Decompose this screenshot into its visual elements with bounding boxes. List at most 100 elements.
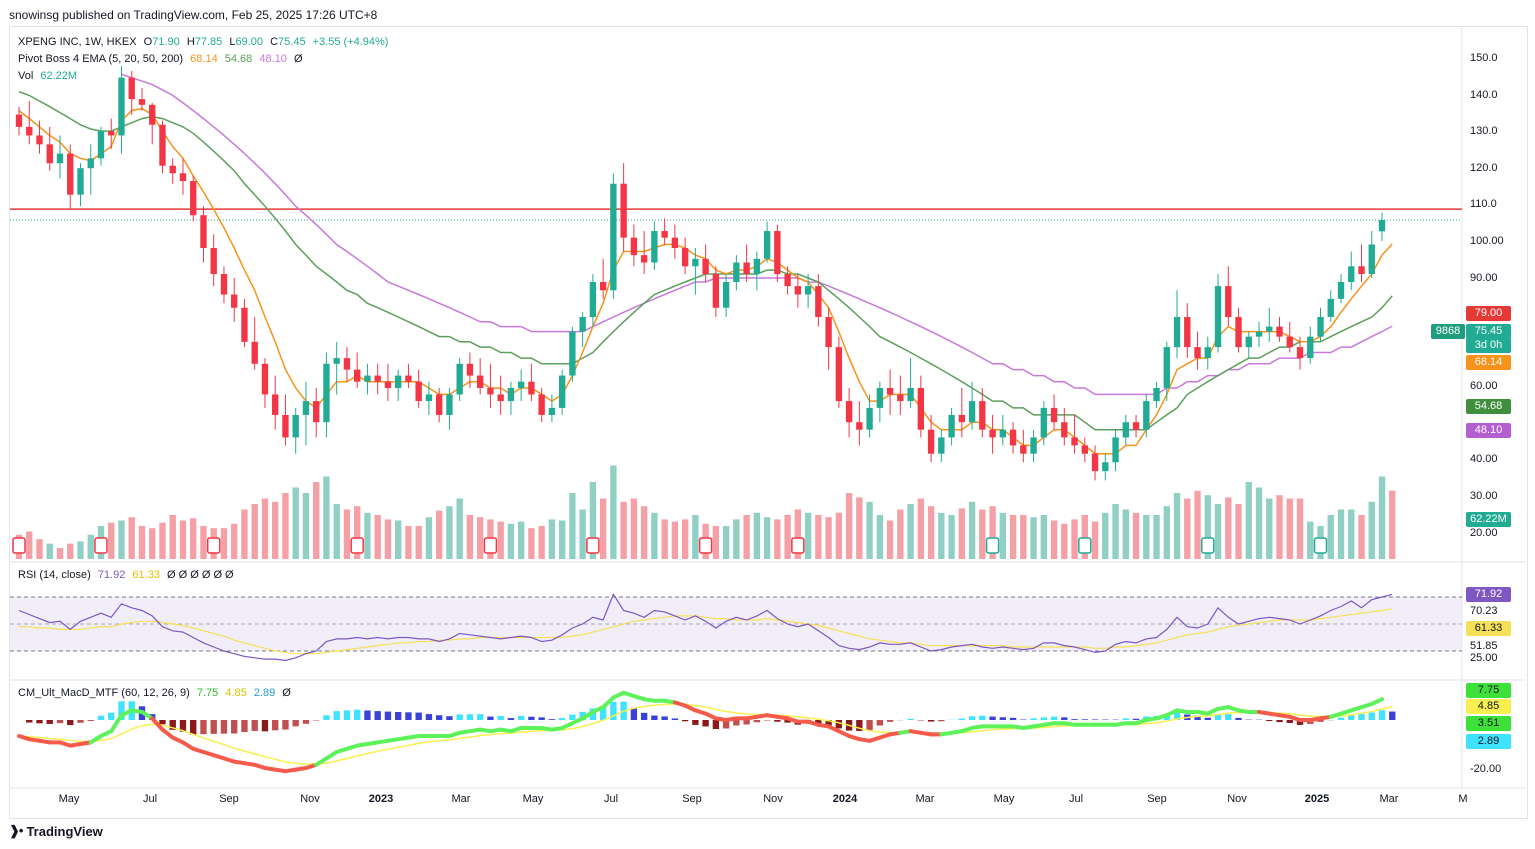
time-tick: Jul [603,793,619,805]
macd-histogram-bar [538,717,545,720]
time-tick: 2025 [1304,793,1330,805]
earnings-marker-icon [791,537,805,554]
macd-histogram-bar [1214,714,1222,720]
candle-body [1317,316,1324,337]
volume-bar [558,520,566,559]
candle-body [87,158,94,169]
ema5-value: 68.14 [190,53,218,65]
macd-histogram-bar [374,711,381,720]
earnings-marker-icon [94,537,108,554]
candle-body [517,381,525,388]
volume-bar [1255,487,1263,559]
volume-bar [958,508,966,559]
macd-histogram-bar [77,720,84,723]
volume-bar [1102,512,1109,559]
macd-histogram-bar [1368,712,1375,720]
candle-body [466,363,474,376]
tradingview-brand[interactable]: ❱• TradingView [9,823,103,839]
candle-body [753,258,761,275]
earnings-marker-icon [206,537,221,554]
volume-bar [1194,490,1201,559]
volume-bar [866,501,873,559]
candle-body [128,77,135,100]
macd-histogram-bar [1266,720,1273,722]
macd-histogram-bar [364,710,371,720]
volume-bar [1112,504,1119,559]
volume-bar [1378,476,1386,559]
candle-body [1368,244,1375,275]
rsi-tag: 71.92 [1466,587,1511,602]
macd-tag-1: 7.75 [1466,683,1511,698]
volume-bar [733,519,740,559]
close-value: 75.45 [278,36,306,48]
macd-line-segment [580,710,595,721]
macd-histogram-bar [1358,713,1365,720]
rsi-value: 71.92 [97,569,126,581]
rsi-legend: RSI (14, close) 71.92 61.33 Ø Ø Ø Ø Ø Ø [18,569,238,581]
candle-body [354,369,361,382]
ema-legend: Pivot Boss 4 EMA (5, 20, 50, 200) 68.14 … [18,53,307,65]
candle-body [364,375,371,382]
macd-histogram-bar [282,720,289,730]
time-tick: M [1458,793,1468,805]
macd-histogram-bar [1061,717,1068,720]
candle-body [405,375,412,382]
macd-line-segment [160,727,175,740]
candle-body [979,401,986,430]
macd-histogram-bar [220,720,228,734]
macd-histogram-bar [743,720,750,725]
candle-body [866,407,873,430]
candle-body [1296,347,1304,359]
price-tick: 60.00 [1470,380,1498,392]
macd-histogram-bar [179,720,187,732]
volume-bar [1225,497,1232,559]
volume-bar [569,493,576,559]
candle-body [938,437,945,454]
volume-bar [938,512,945,559]
candle-body [415,381,422,402]
candle-body [108,131,115,136]
macd-histogram-bar [1030,718,1037,720]
volume-bar [159,522,166,559]
macd-histogram-bar [323,715,330,720]
macd-histogram-bar [231,720,238,734]
candle-body [169,165,176,174]
candle-body [958,414,966,423]
macd-histogram-bar [292,720,299,727]
price-tick: 140.0 [1470,89,1498,101]
candle-body [1358,266,1365,275]
rsi-tick: 25.00 [1470,652,1498,664]
rsi-tick: 70.23 [1470,605,1498,617]
candle-body [435,394,443,415]
candle-body [118,77,125,136]
macd-histogram-bar [866,720,873,731]
volume-bar [446,506,453,559]
time-tick: May [58,793,80,805]
candle-body [159,124,166,166]
time-tick: Jul [1068,793,1084,805]
volume-bar [630,498,638,559]
volume-bar [1132,512,1140,559]
candle-body [384,381,392,388]
volume-bar [46,543,53,559]
candle-body [46,144,53,164]
symbol-title: XPENG INC, 1W, HKEX [18,36,137,48]
volume-bar [1337,509,1345,559]
volume-bar [251,504,258,559]
volume-bar [415,526,422,559]
close-label: C [270,36,279,48]
volume-bar [1050,520,1058,559]
macd-line-segment [1369,697,1384,706]
macd-line-segment [180,740,196,751]
volume-bar [722,526,730,559]
macd-line-segment [109,713,124,734]
candle-body [794,286,802,295]
earnings-marker-icon [985,537,1000,554]
volume-bar [548,519,556,559]
macd-histogram-bar [835,720,843,729]
earnings-marker-icon [586,537,600,554]
volume-bar [886,520,894,559]
macd-histogram-bar [169,720,176,730]
candle-body [640,255,648,263]
